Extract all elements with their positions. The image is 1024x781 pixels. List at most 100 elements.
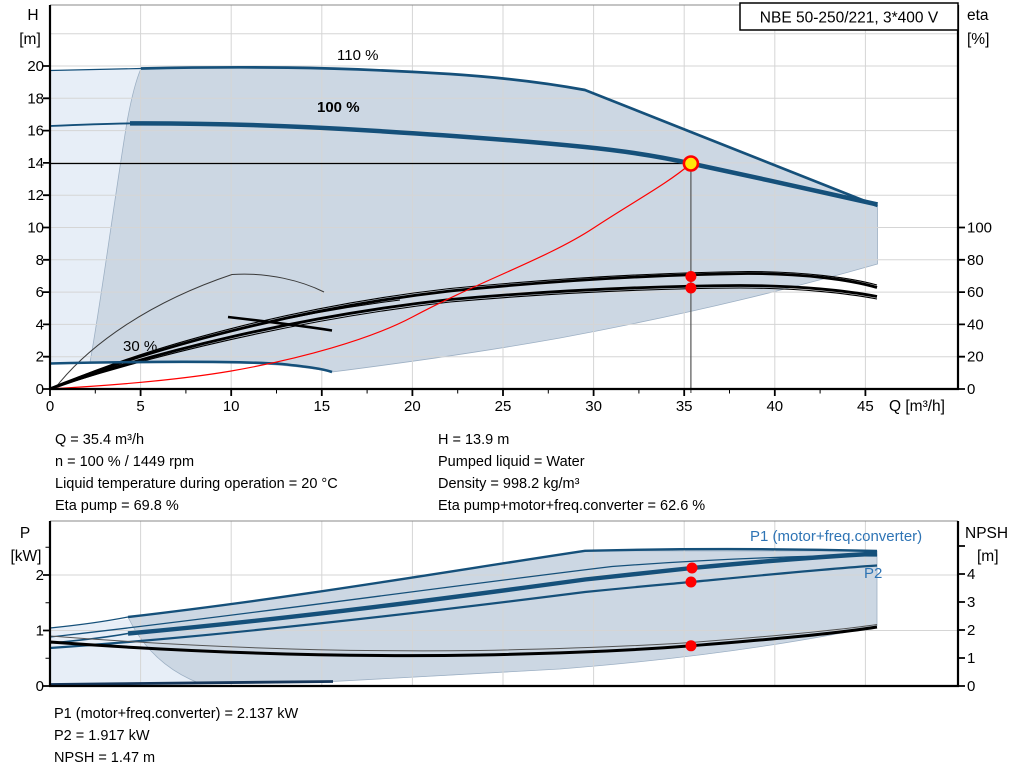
q-tick-label: 25 xyxy=(495,398,512,415)
grid-vertical xyxy=(140,5,866,389)
npsh-axis-unit: [m] xyxy=(977,548,999,565)
eta-arc-curve xyxy=(55,273,325,388)
q-tick-label: 5 xyxy=(136,398,144,415)
h-tick-label: 10 xyxy=(27,220,44,237)
head-curve-100 xyxy=(129,121,878,207)
result-line-npsh: NPSH = 1.47 m xyxy=(54,750,156,766)
h-tick-label: 18 xyxy=(27,90,44,107)
eta-axis-unit: [%] xyxy=(967,31,989,48)
npsh-tick-label: 1 xyxy=(967,650,975,667)
envelope-dark xyxy=(89,66,878,373)
speed-30-label: 30 % xyxy=(123,338,157,355)
head-curve-100-thin xyxy=(49,122,131,127)
power-chart: P1 (motor+freq.converter) P2 P [kW] NPSH… xyxy=(11,520,1008,695)
result-line-head: H = 13.9 m xyxy=(438,432,510,448)
eta-tick-label: 80 xyxy=(967,252,984,269)
p2-duty-marker[interactable] xyxy=(685,576,697,588)
system-curve xyxy=(50,163,692,390)
npsh-curve xyxy=(49,625,878,658)
p1-duty-marker[interactable] xyxy=(686,562,698,574)
p1-110-curve xyxy=(127,547,878,619)
power-grid-horizontal xyxy=(50,574,958,631)
result-line-q: Q = 35.4 m³/h xyxy=(55,432,145,448)
p1-110-curve-thin xyxy=(49,616,129,629)
h-tick-label: 6 xyxy=(36,284,44,301)
p1-curve-label: P1 (motor+freq.converter) xyxy=(750,528,922,545)
duty-point-marker[interactable] xyxy=(682,155,700,172)
q-tick-label: 40 xyxy=(766,398,783,415)
eta-tick-label: 60 xyxy=(967,284,984,301)
result-line-eta-total: Eta pump+motor+freq.converter = 62.6 % xyxy=(438,498,706,514)
h-tick-label: 2 xyxy=(36,349,44,366)
result-line-speed: n = 100 % / 1449 rpm xyxy=(55,454,195,470)
h-tick-label: 0 xyxy=(36,381,44,398)
pump-title-box xyxy=(739,2,959,31)
p-tick-label: 2 xyxy=(36,567,44,584)
h-tick-label: 4 xyxy=(36,316,44,333)
h-tick-label: 14 xyxy=(27,155,44,172)
q-tick-label: 15 xyxy=(313,398,330,415)
result-line-p1: P1 (motor+freq.converter) = 2.137 kW xyxy=(54,706,299,722)
eta-tick-label: 20 xyxy=(967,349,984,366)
duty-results-left: Q = 35.4 m³/h n = 100 % / 1449 rpm Liqui… xyxy=(55,429,338,517)
p2-110-curve xyxy=(49,555,878,638)
p-axis-minor-ticks xyxy=(45,546,50,659)
eta-total-curve xyxy=(50,284,878,390)
h-axis-ticks xyxy=(43,65,50,390)
q-axis-minor-ticks xyxy=(94,389,821,394)
eta-axis-ticks xyxy=(958,226,965,390)
eta-tick-label: 40 xyxy=(967,316,984,333)
eta-pump-curve-thin xyxy=(50,270,878,390)
eta-tick-label: 100 xyxy=(967,220,992,237)
q-tick-label: 35 xyxy=(676,398,693,415)
result-line-eta-pump: Eta pump = 69.8 % xyxy=(55,498,179,514)
q-axis-unit: Q [m³/h] xyxy=(889,398,945,415)
h-tick-label: 20 xyxy=(27,58,44,75)
q-tick-label: 30 xyxy=(585,398,602,415)
result-line-density: Density = 998.2 kg/m³ xyxy=(438,476,580,492)
npsh-duty-marker[interactable] xyxy=(685,640,697,652)
eta-total-marker xyxy=(685,282,697,294)
p-tick-label: 1 xyxy=(36,623,44,640)
q-axis-ticks xyxy=(49,389,867,396)
p-axis-ticks xyxy=(43,574,50,687)
p-axis-unit: [kW] xyxy=(11,548,42,565)
power-results: P1 (motor+freq.converter) = 2.137 kW P2 … xyxy=(54,703,298,769)
q-tick-label: 10 xyxy=(223,398,240,415)
npsh-tick-label: 2 xyxy=(967,622,975,639)
npsh-axis-name: NPSH xyxy=(965,525,1008,542)
result-line-p2: P2 = 1.917 kW xyxy=(54,728,150,744)
eta-total-curve-thin xyxy=(50,287,878,390)
p2-curve-label: P2 xyxy=(864,565,882,582)
npsh-tick-label: 4 xyxy=(967,566,975,583)
q-tick-label: 20 xyxy=(404,398,421,415)
h-tick-label: 8 xyxy=(36,252,44,269)
h-tick-label: 12 xyxy=(27,187,44,204)
eta-axis-name: eta xyxy=(967,7,989,24)
speed-100-label: 100 % xyxy=(317,99,360,116)
h-tick-label: 16 xyxy=(27,123,44,140)
hq-chart: 30 % 110 % 100 % xyxy=(19,2,992,415)
p2-100-curve xyxy=(49,564,878,650)
npsh-curve-thin xyxy=(49,624,878,652)
p-axis-name: P xyxy=(20,525,30,542)
npsh-tick-label: 3 xyxy=(967,594,975,611)
head-curve-110 xyxy=(140,65,878,208)
eta-branch-curve xyxy=(227,315,333,332)
p-tick-label: 0 xyxy=(36,678,44,695)
eta-pump-marker xyxy=(685,271,697,282)
head-curve-110-thin xyxy=(49,67,142,72)
npsh-axis-ticks xyxy=(958,545,965,687)
head-curve-30 xyxy=(49,360,333,374)
speed-110-label: 110 % xyxy=(337,47,378,64)
p1-100-curve xyxy=(127,551,878,636)
pump-title: NBE 50-250/221, 3*400 V xyxy=(760,10,939,27)
result-line-temperature: Liquid temperature during operation = 20… xyxy=(55,476,338,492)
eta-curve-short xyxy=(50,299,401,389)
result-line-liquid: Pumped liquid = Water xyxy=(438,454,585,470)
power-30-curve xyxy=(49,680,334,686)
h-axis-name: H xyxy=(27,7,38,24)
h-axis-unit: [m] xyxy=(19,31,41,48)
